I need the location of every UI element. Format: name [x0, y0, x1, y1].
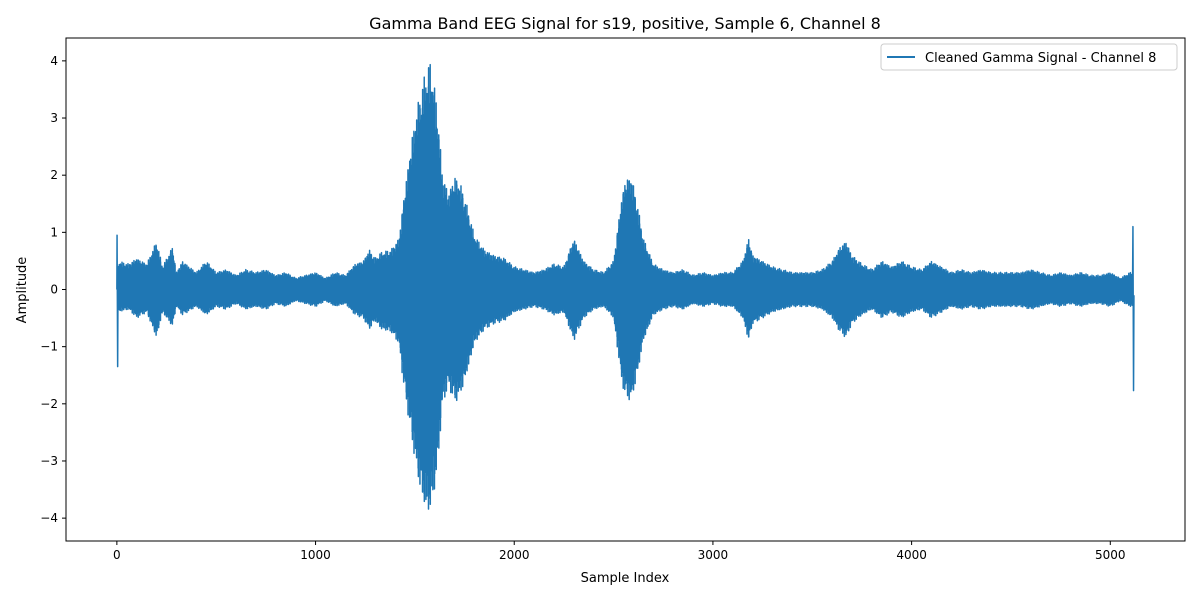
- y-tick-label: −4: [40, 511, 58, 525]
- x-tick-label: 2000: [499, 548, 530, 562]
- y-tick-label: 4: [50, 54, 58, 68]
- x-axis-ticks: 0 1000 2000 3000 4000 5000: [113, 541, 1126, 562]
- x-axis-label: Sample Index: [581, 571, 670, 586]
- series-group: [116, 63, 1135, 510]
- y-tick-label: −2: [40, 397, 58, 411]
- y-tick-label: −1: [40, 340, 58, 354]
- x-tick-label: 3000: [698, 548, 729, 562]
- legend-box: [880, 43, 1178, 71]
- y-tick-label: −3: [40, 454, 58, 468]
- y-tick-label: 1: [50, 225, 58, 239]
- y-tick-label: 3: [50, 111, 58, 125]
- legend-label: Cleaned Gamma Signal - Channel 8: [925, 51, 1156, 66]
- chart-title: Gamma Band EEG Signal for s19, positive,…: [369, 14, 881, 33]
- y-axis-ticks: −4 −3 −2 −1 0 1 2 3 4: [40, 54, 66, 525]
- x-tick-label: 5000: [1095, 548, 1126, 562]
- x-tick-label: 0: [113, 548, 121, 562]
- legend: Cleaned Gamma Signal - Channel 8: [880, 43, 1178, 71]
- y-axis-label: Amplitude: [15, 257, 30, 324]
- x-tick-label: 4000: [896, 548, 927, 562]
- x-tick-label: 1000: [300, 548, 331, 562]
- y-tick-label: 2: [50, 168, 58, 182]
- signal-series-line: [116, 63, 1135, 510]
- y-tick-label: 0: [50, 283, 58, 297]
